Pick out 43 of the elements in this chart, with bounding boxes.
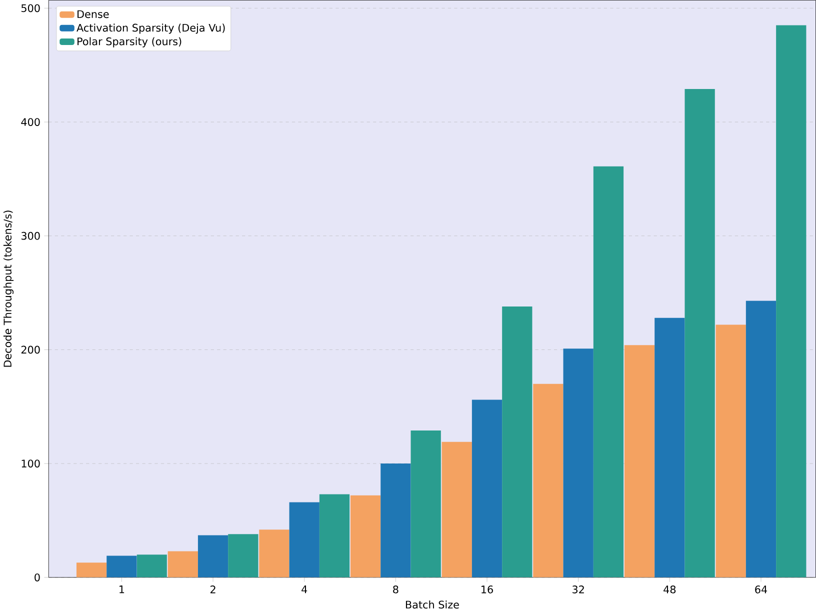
y-axis-title: Decode Throughput (tokens/s) (3, 210, 14, 367)
bar (289, 502, 320, 578)
bar (228, 534, 258, 578)
x-axis-title: Batch Size (406, 600, 459, 609)
legend-label: Polar Sparsity (ours) (78, 37, 182, 48)
bar (198, 535, 228, 578)
bar (654, 318, 685, 578)
bar (593, 166, 624, 578)
bar (776, 25, 806, 578)
x-tick-label: 48 (664, 585, 676, 594)
y-tick-label: 200 (21, 346, 40, 354)
x-tick-label: 2 (210, 585, 216, 594)
y-tick-label: 300 (21, 232, 40, 240)
y-tick-label: 400 (21, 118, 40, 126)
x-tick-label: 32 (572, 585, 584, 594)
bar (442, 442, 472, 578)
x-tick-label: 8 (393, 585, 398, 594)
bar (684, 88, 715, 578)
bar (410, 430, 441, 578)
y-tick-label: 500 (21, 4, 40, 12)
bar (259, 530, 290, 578)
bar (716, 324, 746, 578)
bar (136, 554, 167, 578)
bar (472, 400, 502, 578)
bar (746, 300, 776, 578)
x-tick-label: 64 (755, 585, 768, 594)
bar (168, 551, 198, 578)
x-tick-label: 4 (302, 585, 308, 594)
legend-label: Activation Sparsity (Deja Vu) (76, 24, 225, 34)
bar (350, 495, 381, 578)
x-tick-label: 1 (120, 585, 124, 594)
bar (76, 562, 107, 578)
y-tick-label: 0 (34, 573, 40, 582)
bar (106, 556, 137, 578)
bar (319, 494, 350, 578)
x-tick-label: 16 (482, 585, 493, 594)
y-tick-label: 100 (22, 460, 40, 468)
bar (624, 345, 655, 578)
bar (563, 348, 594, 578)
bar (380, 464, 411, 578)
bar (533, 384, 564, 578)
legend-label: Dense (78, 10, 109, 18)
bar (502, 306, 532, 578)
